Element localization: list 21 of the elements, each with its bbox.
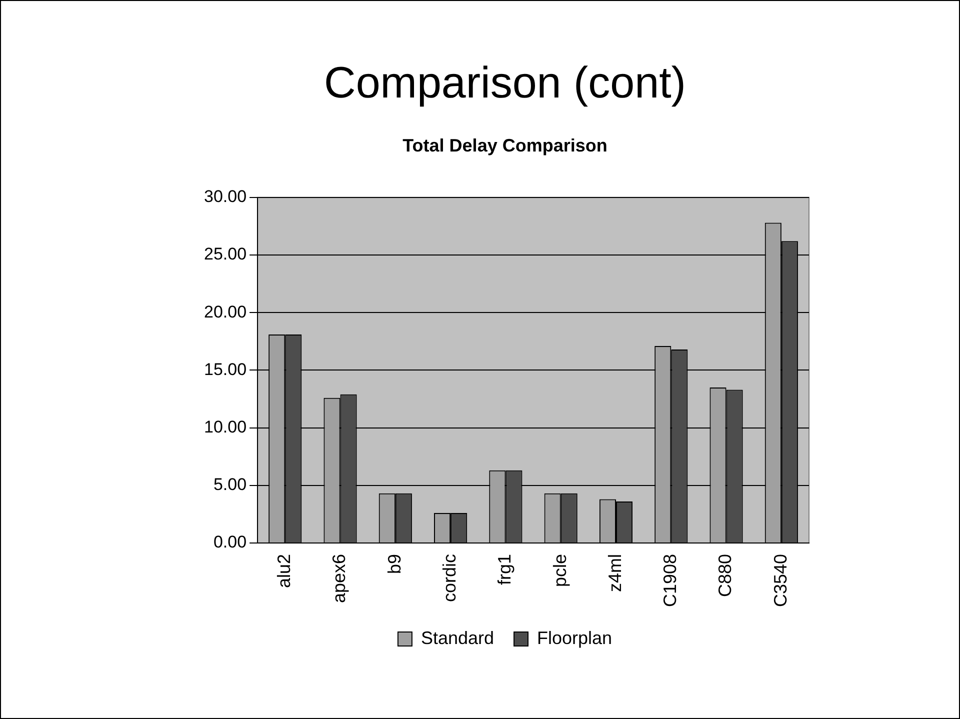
x-tick-label: cordic <box>440 554 460 602</box>
x-tick-label: alu2 <box>274 554 294 588</box>
chart-title: Comparison (cont) <box>324 58 686 108</box>
legend-label: Standard <box>420 628 494 648</box>
x-tick-label: C3540 <box>770 554 790 608</box>
y-tick-label: 15.00 <box>204 360 247 379</box>
x-tick-label: b9 <box>384 554 404 574</box>
x-tick-label: C1908 <box>660 554 680 608</box>
y-tick-label: 20.00 <box>204 302 247 322</box>
x-tick-label: pcle <box>550 554 570 587</box>
y-tick-label: 10.00 <box>204 417 247 436</box>
y-tick-label: 25.00 <box>204 244 247 264</box>
x-tick-label: C880 <box>715 554 736 597</box>
y-tick-label: 30.00 <box>204 187 247 206</box>
y-tick-label: 0.00 <box>213 532 247 552</box>
y-tick-label: 5.00 <box>213 475 247 494</box>
x-tick-label: apex6 <box>329 554 350 604</box>
x-tick-label: z4ml <box>604 554 625 592</box>
x-tick-label: frg1 <box>494 554 515 585</box>
chart-subtitle: Total Delay Comparison <box>402 136 608 156</box>
legend-label: Floorplan <box>537 628 612 648</box>
